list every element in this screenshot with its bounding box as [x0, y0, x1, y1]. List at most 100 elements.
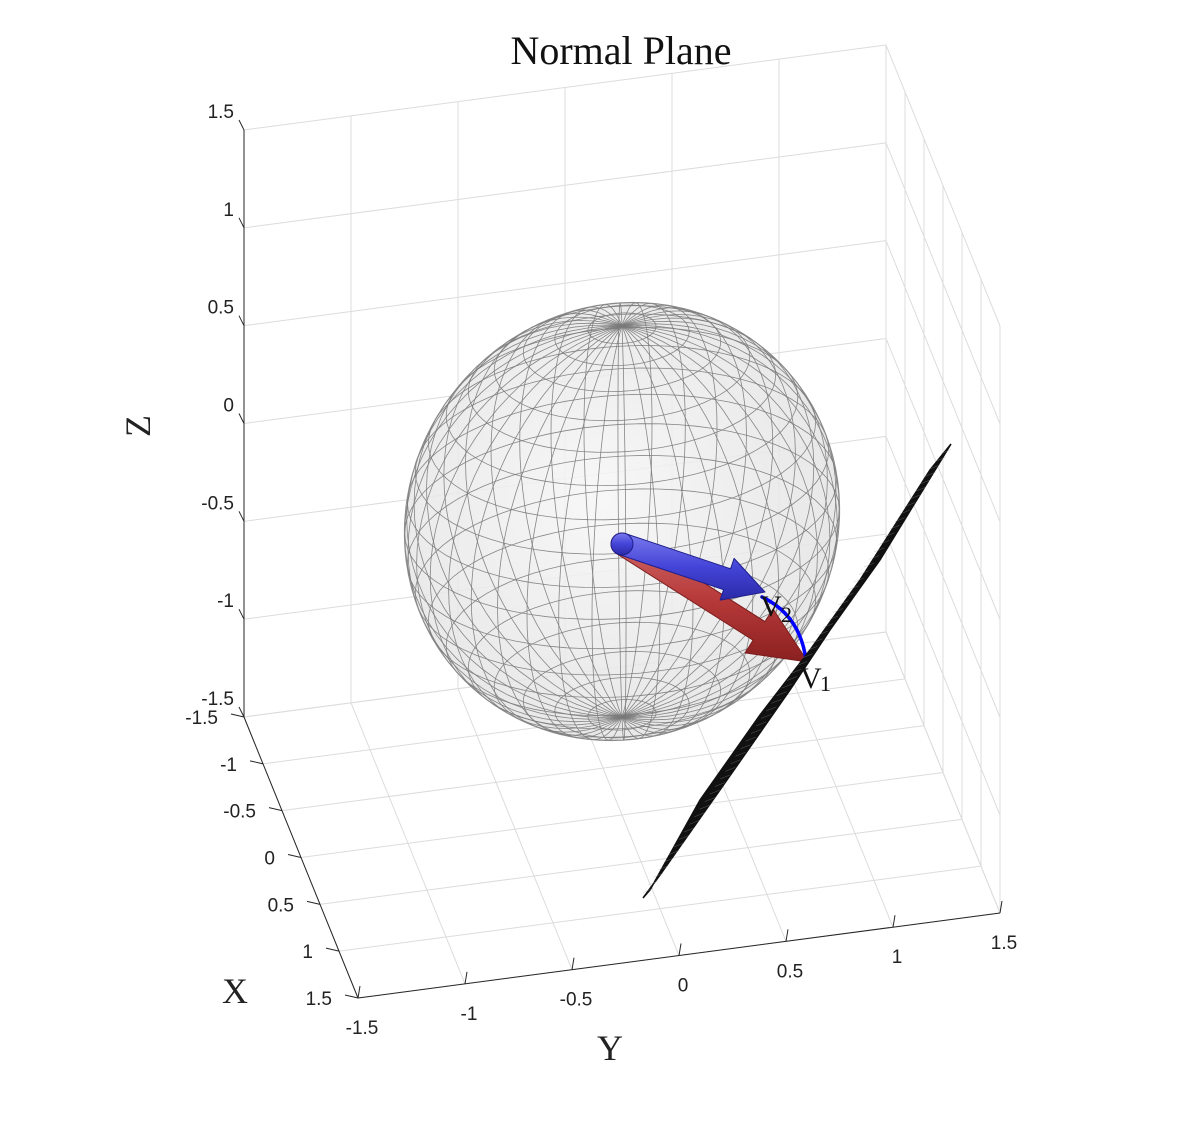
plane-mesh-line: [920, 479, 931, 485]
plane-mesh-line: [781, 683, 792, 689]
z-tick-label: -1.5: [201, 689, 234, 710]
plane-mesh-line: [807, 646, 818, 651]
sphere-meridian: [621, 325, 779, 727]
plane-mesh-line: [725, 767, 736, 772]
y-tick-mark-1: [464, 971, 468, 984]
plane-mesh-line: [879, 540, 890, 545]
plane-mesh-line: [848, 585, 859, 590]
v2-arrow: [610, 532, 766, 601]
tick-labels: -1.5-1.5-1.5-1-1-1-0.5-0.5-0.50000.50.50…: [185, 102, 1017, 1039]
plane-mesh-line: [791, 668, 803, 674]
floor-grid-x-4: [319, 818, 963, 905]
plane-mesh-line: [709, 789, 720, 795]
sphere-meridian: [583, 304, 623, 718]
sphere-meridian: [621, 325, 801, 723]
z-tick-mark-4: [238, 315, 245, 326]
sphere-meridian: [621, 325, 627, 742]
z-tick-mark-1: [238, 608, 245, 620]
plane-mesh-line: [838, 600, 849, 606]
sphere-meridian: [621, 320, 828, 718]
z-tick-label: 0: [223, 396, 234, 417]
v1-label-sub: 1: [820, 671, 831, 696]
y-tick-label: 1: [892, 947, 903, 968]
plane-mesh-line: [827, 615, 839, 621]
plane-mesh-line: [935, 456, 946, 462]
y-tick-label: -1: [461, 1004, 478, 1025]
x-tick-label: 1.5: [306, 989, 332, 1010]
x-tick-mark-6: [344, 994, 359, 999]
sphere-outline: [403, 301, 841, 742]
plane-mesh-line: [925, 472, 936, 477]
x-tick-label: 1: [302, 942, 313, 963]
y-tick-label: 1.5: [991, 933, 1017, 954]
plane-mesh-line: [858, 570, 869, 575]
plane-mesh-line: [668, 850, 679, 855]
y-tick-label: 0: [678, 976, 689, 997]
plane-mesh-line: [678, 835, 690, 840]
normal-plane: [642, 443, 952, 899]
plane-mesh-line: [940, 449, 951, 454]
plane-mesh-line: [689, 820, 700, 825]
plane-mesh-line: [755, 721, 767, 727]
plane-mesh-line: [822, 623, 833, 628]
z-tick-label: -0.5: [201, 493, 234, 514]
sphere-meridian: [621, 314, 796, 718]
v2-label-main: V: [760, 590, 782, 623]
sphere-meridian: [426, 322, 623, 718]
x-tick-label: -1.5: [185, 708, 218, 729]
plane-mesh-line: [771, 699, 782, 704]
v2-arrow-base: [610, 532, 634, 556]
plane-mesh-line: [761, 714, 772, 719]
plane-mesh-line: [704, 797, 715, 802]
back-grid-z-5: [243, 142, 887, 229]
sphere-meridian: [621, 317, 815, 718]
plane-mesh-line: [720, 774, 731, 780]
v2-label-sub: 2: [781, 602, 792, 627]
x-tick-label: 0: [264, 849, 275, 870]
plane-mesh-line: [643, 888, 654, 893]
plane-mesh-line: [899, 509, 910, 515]
plane-mesh-line: [786, 676, 797, 681]
y-tick-mark-4: [785, 929, 789, 942]
z-tick-mark-6: [238, 119, 245, 131]
y-tick-label: -0.5: [560, 990, 593, 1011]
x-axis-label: X: [222, 971, 248, 1011]
plane-mesh-line: [904, 502, 916, 507]
plane-mesh-line: [863, 562, 874, 568]
x-tick-mark-0: [230, 713, 245, 718]
plane-mesh-line: [735, 752, 746, 757]
plane-mesh-line: [909, 494, 921, 500]
sphere-meridian: [465, 316, 623, 718]
sphere-meridian: [406, 325, 623, 718]
plane-mesh-line: [750, 729, 762, 734]
plane-mesh-line: [812, 638, 823, 643]
sphere-meridian: [429, 325, 623, 726]
plane-mesh-line: [889, 525, 900, 530]
plane-mesh-line: [745, 736, 756, 742]
x-tick-mark-4: [306, 900, 321, 905]
y-tick-mark-5: [892, 915, 896, 928]
right-grid-z-6: [885, 44, 1001, 327]
plane-mesh-line: [884, 532, 895, 538]
plane-mesh-line: [874, 547, 885, 553]
y-tick-mark-6: [999, 900, 1003, 914]
z-tick-label: -1: [217, 591, 234, 612]
y-axis-label: Y: [597, 1028, 623, 1068]
x-tick-label: -1: [220, 755, 237, 776]
arc-v1-v2: [760, 595, 808, 662]
x-tick-label: -0.5: [223, 802, 256, 823]
sphere-meridian: [407, 325, 623, 720]
plane-mesh-line: [714, 782, 726, 787]
plane-mesh-line: [653, 873, 664, 878]
plane-mesh-line: [797, 661, 808, 666]
plane-mesh-line: [684, 827, 695, 833]
right-grid-z-5: [885, 142, 1001, 425]
plane-mesh-line: [699, 804, 710, 810]
plane-mesh-line: [658, 865, 669, 870]
z-tick-mark-5: [238, 217, 245, 229]
sphere-meridian: [448, 325, 623, 729]
plane-mesh-line: [915, 487, 926, 492]
z-tick-label: 1: [223, 200, 234, 221]
